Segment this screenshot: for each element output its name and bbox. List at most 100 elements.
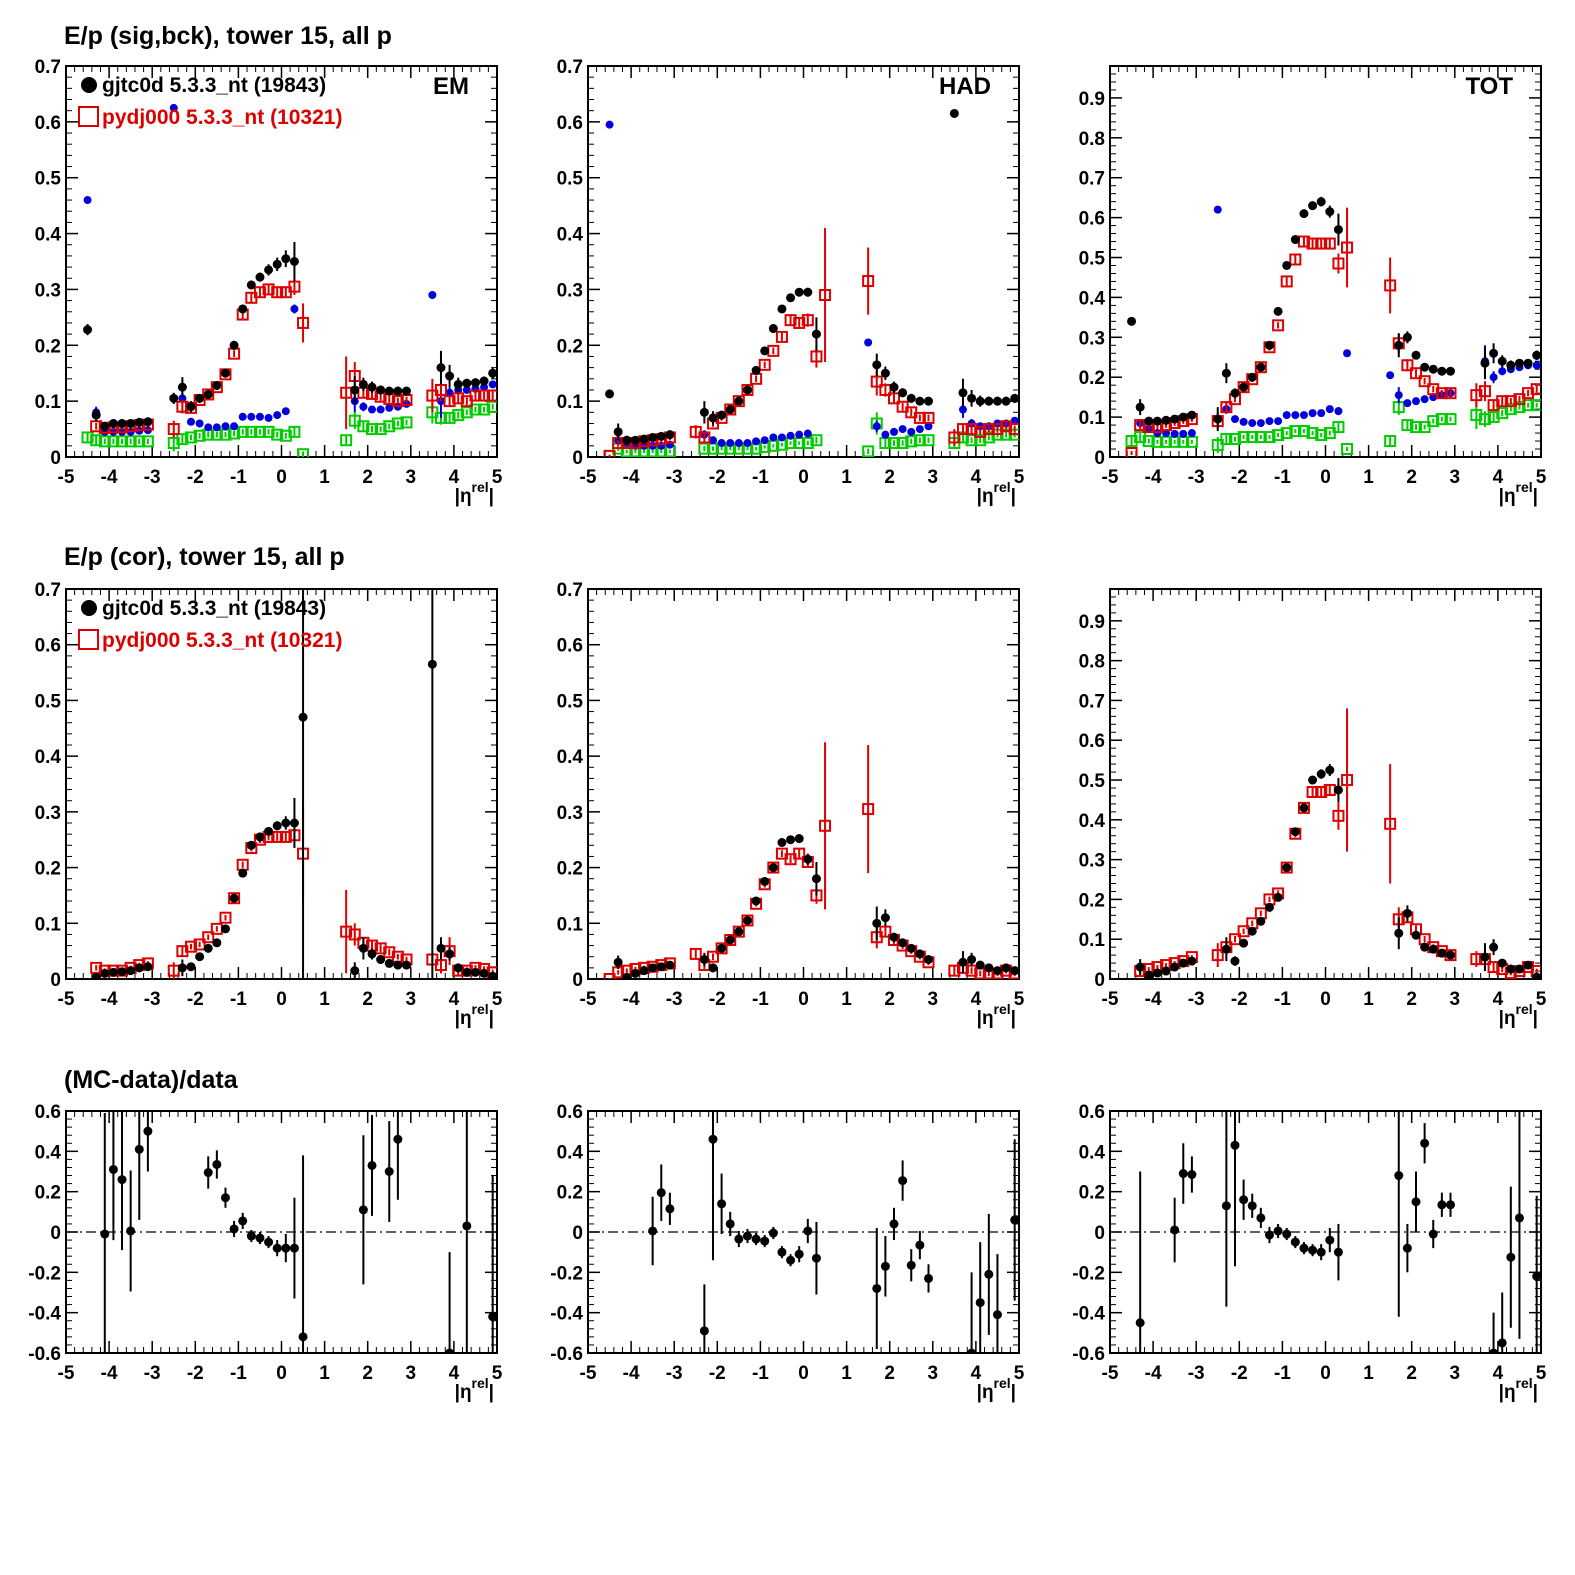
data-point: [262, 283, 275, 296]
data-point: [167, 437, 180, 450]
y-tick-label: 0.2: [35, 859, 61, 880]
x-tick-label: 2: [884, 989, 895, 1010]
y-tick-label: 0.4: [1079, 1142, 1106, 1163]
data-point: [1237, 381, 1250, 394]
data-point: [741, 383, 754, 396]
data-point: [1498, 367, 1507, 376]
x-tick-label: 5: [1014, 1363, 1025, 1384]
x-tick-label: 3: [1450, 467, 1461, 488]
y-tick-label: 0.7: [557, 57, 583, 78]
data-point: [1187, 1170, 1197, 1180]
y-tick-label: 0.7: [1079, 169, 1105, 190]
data-point: [706, 950, 719, 963]
x-tick-label: 4: [449, 467, 460, 488]
x-tick-label: -1: [752, 1363, 769, 1384]
data-point: [289, 257, 299, 266]
data-point: [1152, 968, 1162, 978]
x-tick-label: 4: [971, 1363, 982, 1384]
data-point: [1532, 972, 1541, 979]
data-point: [486, 389, 497, 402]
data-point: [1478, 385, 1491, 398]
data-point: [212, 938, 222, 948]
data-point: [819, 819, 832, 832]
x-tick-label: 2: [362, 467, 373, 488]
panel-tot-cor: -5 -4 -3 -2 -1 0 1 2 3 4 5 0 0.1 0.2 0.3 0.4 0.5 0.6 0.7 0.…: [1079, 588, 1547, 1029]
x-tick-label: 1: [841, 989, 852, 1010]
data-point: [907, 427, 916, 436]
data-point: [1306, 237, 1319, 250]
data-point: [236, 425, 249, 438]
data-point: [717, 1199, 727, 1209]
data-point: [1239, 1195, 1249, 1205]
data-layer: [100, 1111, 497, 1353]
data-point: [915, 425, 924, 434]
data-point: [699, 1326, 709, 1336]
data-point: [1317, 409, 1326, 418]
x-tick-label: -3: [1188, 467, 1205, 488]
data-point: [1178, 412, 1188, 422]
data-point: [177, 963, 187, 973]
data-point: [889, 382, 899, 392]
data-point: [91, 410, 101, 420]
x-tick-label: 1: [841, 467, 852, 488]
x-tick-label: 4: [1493, 989, 1504, 1010]
data-point: [445, 1348, 455, 1353]
data-point: [436, 363, 446, 373]
data-point: [1506, 964, 1516, 974]
y-tick-label: -0.6: [1072, 1344, 1105, 1365]
data-point: [107, 435, 120, 448]
x-tick-label: 2: [1406, 467, 1417, 488]
data-point: [297, 316, 310, 329]
x-tick-label: 4: [449, 1363, 460, 1384]
data-point: [1135, 1318, 1145, 1328]
y-tick-label: 0.7: [35, 580, 61, 601]
data-point: [469, 403, 482, 416]
data-point: [340, 386, 353, 399]
data-point: [1332, 257, 1345, 270]
data-point: [348, 928, 361, 941]
x-axis-label: |ηrel|: [455, 479, 494, 507]
data-point: [195, 419, 204, 428]
data-point: [1299, 1243, 1309, 1253]
data-point: [1411, 350, 1421, 360]
data-point: [922, 434, 935, 447]
x-tick-label: 0: [1320, 467, 1331, 488]
data-point: [605, 389, 615, 399]
data-point: [881, 430, 890, 439]
data-point: [898, 938, 908, 948]
data-point: [1506, 1252, 1516, 1262]
data-point: [1428, 364, 1438, 374]
data-point: [462, 1221, 472, 1231]
data-point: [1308, 775, 1318, 785]
data-point: [1470, 389, 1483, 402]
y-tick-label: 0.1: [1079, 408, 1106, 429]
x-tick-label: -2: [187, 1363, 204, 1384]
data-point: [1341, 443, 1354, 456]
x-tick-label: -1: [1274, 1363, 1291, 1384]
y-tick-label: 0.1: [35, 914, 62, 935]
data-point: [1325, 405, 1334, 414]
y-tick-label: 0.1: [557, 914, 584, 935]
x-tick-label: -4: [1145, 1363, 1162, 1384]
data-point: [298, 1332, 308, 1342]
data-point: [117, 418, 127, 428]
data-point: [488, 368, 497, 378]
data-point: [358, 943, 368, 953]
series-ratio: [1135, 1111, 1541, 1353]
x-tick-label: -3: [144, 467, 161, 488]
x-tick-label: 4: [971, 989, 982, 1010]
data-point: [253, 286, 266, 299]
data-point: [428, 291, 437, 300]
data-point: [1532, 350, 1541, 360]
data-layer: [1135, 1111, 1541, 1353]
x-tick-label: 1: [1363, 989, 1374, 1010]
data-point: [975, 396, 985, 406]
data-point: [1220, 401, 1233, 414]
data-point: [1187, 956, 1197, 966]
data-point: [768, 1228, 778, 1238]
data-point: [1289, 253, 1302, 266]
x-tick-label: -2: [709, 1363, 726, 1384]
x-tick-label: -5: [1102, 989, 1119, 1010]
data-point: [384, 1167, 394, 1176]
data-point: [1332, 809, 1345, 822]
